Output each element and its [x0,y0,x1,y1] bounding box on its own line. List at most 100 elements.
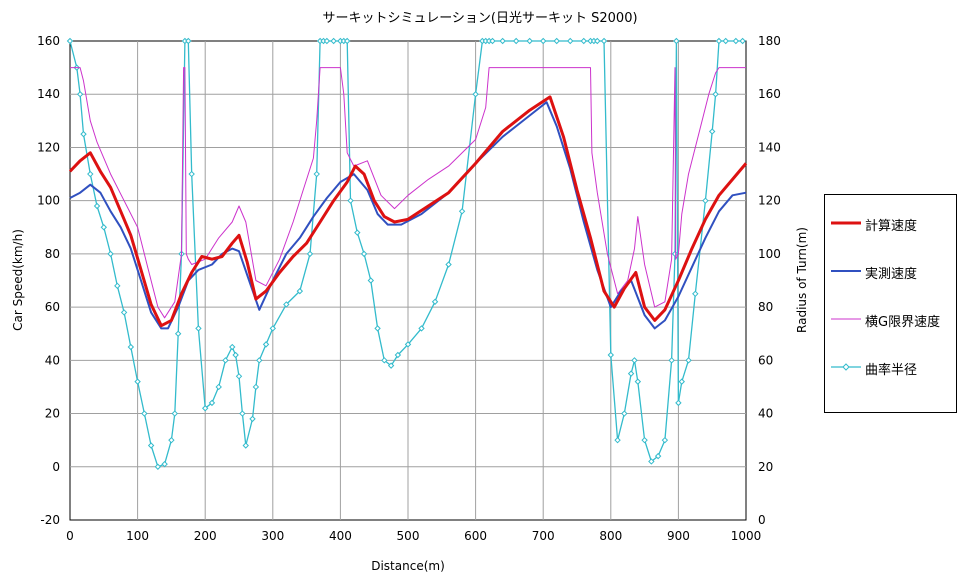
series-marker [232,351,239,359]
series-marker [512,37,520,45]
legend-label: 横G限界速度 [865,315,941,330]
series-marker [283,301,290,308]
series-marker [654,452,662,460]
series-marker [242,442,249,449]
series-marker [147,442,155,449]
y2-tick-label: 120 [758,194,781,208]
series-marker [661,436,669,444]
series-marker [185,37,192,45]
series-marker [715,37,723,45]
series-marker [712,91,719,98]
series-marker [418,325,425,332]
chart-title: サーキットシミュレーション(日光サーキット S2000) [322,11,637,26]
legend-item: 横G限界速度 [831,309,956,330]
series-marker [580,37,587,45]
x-tick-label: 300 [261,529,284,543]
series-marker [526,37,533,45]
series-marker [269,325,277,332]
y-tick-label: 100 [37,194,60,208]
x-tick-label: 700 [532,529,555,543]
series-marker [458,208,466,215]
series-marker [708,128,716,135]
series-marker [262,341,270,348]
y-tick-label: 160 [37,34,60,48]
x-tick-label: 400 [329,529,352,543]
y2-tick-label: 160 [758,87,781,101]
series-marker [134,378,141,385]
series-marker [235,373,243,380]
series-marker [607,351,615,359]
series-marker [641,436,648,444]
y2-tick-label: 0 [758,513,766,527]
series-marker [154,463,162,470]
y-tick-label: 40 [45,353,60,367]
series-marker [343,37,351,45]
series-marker [323,37,331,45]
y2-tick-label: 60 [758,353,773,367]
series-marker [354,229,361,236]
series-marker [567,37,574,45]
series-marker [472,91,479,98]
series-marker [347,197,354,204]
series-marker [161,460,168,468]
series-marker [648,458,655,465]
x-tick-label: 0 [66,529,74,543]
series-marker [685,357,692,364]
series-marker [107,250,114,258]
series-marker [171,410,178,417]
series-marker [387,362,395,369]
series-marker [93,202,101,210]
series-marker [80,130,87,138]
series-marker [249,415,256,423]
series-marker [702,197,709,204]
series-line-2 [70,67,746,319]
series-marker [252,383,260,391]
series-marker [188,170,195,178]
series-marker [296,287,304,295]
legend-item: 曲率半径 [831,357,956,378]
x-tick-label: 200 [194,529,217,543]
series-marker [673,37,680,45]
x-tick-label: 500 [397,529,420,543]
series-marker [76,91,84,98]
legend: 計算速度 実測速度 横G限界速度 曲率半径 [824,194,957,413]
x-tick-label: 600 [464,529,487,543]
y-tick-label: 20 [45,407,60,421]
series-marker [489,37,496,45]
series-marker [239,410,246,417]
series-marker [87,170,94,178]
series-marker [306,250,314,258]
series-marker [120,309,128,316]
legend-swatch-marker [842,363,850,371]
left-axis-ticks: -20 0 20 40 60 80 100 120 140 160 [37,34,60,527]
x-tick-label: 900 [667,529,690,543]
series-marker [256,357,263,364]
series-marker [627,370,635,377]
series-marker [553,37,560,45]
series-marker [621,410,628,417]
legend-swatch [831,363,861,371]
series-marker [732,37,740,45]
series-marker [114,282,121,290]
series-marker [675,399,682,407]
series-marker [100,224,108,231]
series-marker [499,37,506,45]
series-marker [127,343,135,351]
series-marker [141,410,148,417]
x-tick-label: 800 [599,529,622,543]
series-marker [174,330,182,337]
series-marker [692,290,699,298]
series-marker [739,37,746,45]
series-marker [671,250,679,258]
x-tick-label: 1000 [731,529,762,543]
series-marker [360,250,368,258]
series-marker [614,436,621,444]
y-axis-title: Car Speed(km/h) [11,229,25,331]
series-marker [722,37,729,45]
y2-tick-label: 40 [758,407,773,421]
series-marker [678,378,685,385]
y-tick-label: 140 [37,87,60,101]
series-marker [313,170,320,178]
y2-axis-title: Radius of Turn(m) [795,227,809,333]
